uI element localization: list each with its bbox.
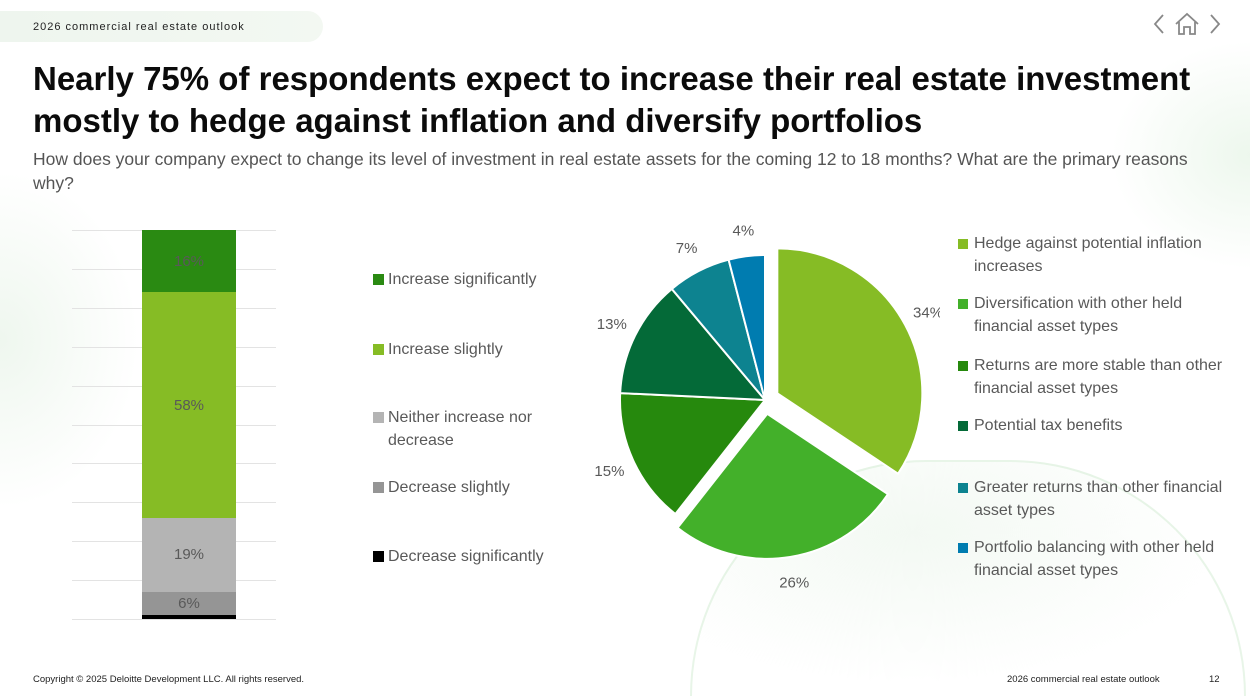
legend-swatch xyxy=(373,412,384,423)
legend-label: Decrease slightly xyxy=(388,479,510,496)
bar-segment-decrease-significantly xyxy=(142,615,236,619)
pie-slice-2 xyxy=(676,412,890,560)
legend-label: Diversification with other held financia… xyxy=(974,295,1183,335)
section-label: 2026 commercial real estate outlook xyxy=(0,11,323,42)
pie-slice-1 xyxy=(776,247,924,476)
legend-item: Potential tax benefits xyxy=(958,414,1240,437)
stacked-bar-chart: 16% 58% 19% 6% xyxy=(72,230,276,620)
copyright-text: Copyright © 2025 Deloitte Development LL… xyxy=(33,674,305,685)
page-title: Nearly 75% of respondents expect to incr… xyxy=(33,60,1191,139)
legend-item: Greater returns than other financial ass… xyxy=(958,476,1240,522)
pie-slice-3 xyxy=(619,392,767,516)
legend-swatch xyxy=(958,421,968,431)
legend-label: Neither increase nor decrease xyxy=(388,409,533,449)
legend-label: Hedge against potential inflation increa… xyxy=(974,235,1202,275)
legend-label: Returns are more stable than other finan… xyxy=(974,357,1223,397)
footer-report-name: 2026 commercial real estate outlook xyxy=(1007,674,1160,685)
legend-item: Diversification with other held financia… xyxy=(958,292,1240,338)
legend-swatch xyxy=(373,344,384,355)
legend-item: Hedge against potential inflation increa… xyxy=(958,232,1240,278)
bar-data-label: 16% xyxy=(173,252,205,270)
legend-swatch xyxy=(958,543,968,553)
bar-data-label: 58% xyxy=(173,396,205,414)
legend-item: Increase significantly xyxy=(373,268,573,291)
legend-item: Decrease slightly xyxy=(373,476,573,499)
pie-data-label: 26% xyxy=(779,575,809,592)
legend-label: Increase slightly xyxy=(388,341,503,358)
pie-data-label: 34% xyxy=(913,305,940,322)
page-number: 12 xyxy=(1209,674,1220,685)
pie-data-label: 15% xyxy=(594,463,624,480)
stacked-bar: 16% 58% 19% 6% xyxy=(142,230,236,619)
legend-swatch xyxy=(958,483,968,493)
legend-label: Increase significantly xyxy=(388,271,537,288)
pie-data-label: 7% xyxy=(676,240,698,257)
bar-data-label: 6% xyxy=(178,594,200,612)
legend-swatch xyxy=(373,551,384,562)
bar-segment-increase-significantly: 16% xyxy=(142,230,236,293)
gridline xyxy=(72,619,276,620)
pie-chart: 34% 26% 15% 13% 7% 4% xyxy=(594,225,940,592)
legend-item: Portfolio balancing with other held fina… xyxy=(958,536,1240,582)
survey-question: How does your company expect to change i… xyxy=(33,149,1188,193)
pie-data-label: 13% xyxy=(597,316,627,333)
bar-segment-decrease-slightly: 6% xyxy=(142,591,236,616)
chevron-left-icon[interactable] xyxy=(1152,13,1166,40)
legend-label: Greater returns than other financial ass… xyxy=(974,479,1223,519)
pie-data-label: 4% xyxy=(733,225,755,239)
legend-label: Decrease significantly xyxy=(388,548,544,565)
legend-label: Potential tax benefits xyxy=(974,417,1123,434)
slide-navigation xyxy=(1152,12,1222,41)
legend-swatch xyxy=(958,361,968,371)
legend-swatch xyxy=(958,299,968,309)
legend-item: Decrease significantly xyxy=(373,545,573,568)
home-icon[interactable] xyxy=(1174,12,1200,41)
legend-item: Neither increase nor decrease xyxy=(373,406,573,452)
pie-slice-4 xyxy=(619,287,768,402)
bar-segment-increase-slightly: 58% xyxy=(142,292,236,518)
legend-swatch xyxy=(958,239,968,249)
legend-swatch xyxy=(373,482,384,493)
pie-slice-6 xyxy=(727,253,766,401)
bar-data-label: 19% xyxy=(173,546,205,564)
legend-label: Portfolio balancing with other held fina… xyxy=(974,539,1215,579)
legend-item: Returns are more stable than other finan… xyxy=(958,354,1240,400)
legend-swatch xyxy=(373,274,384,285)
bar-segment-neither-increase-nor-decrease: 19% xyxy=(142,517,236,592)
legend-item: Increase slightly xyxy=(373,338,573,361)
chevron-right-icon[interactable] xyxy=(1208,13,1222,40)
